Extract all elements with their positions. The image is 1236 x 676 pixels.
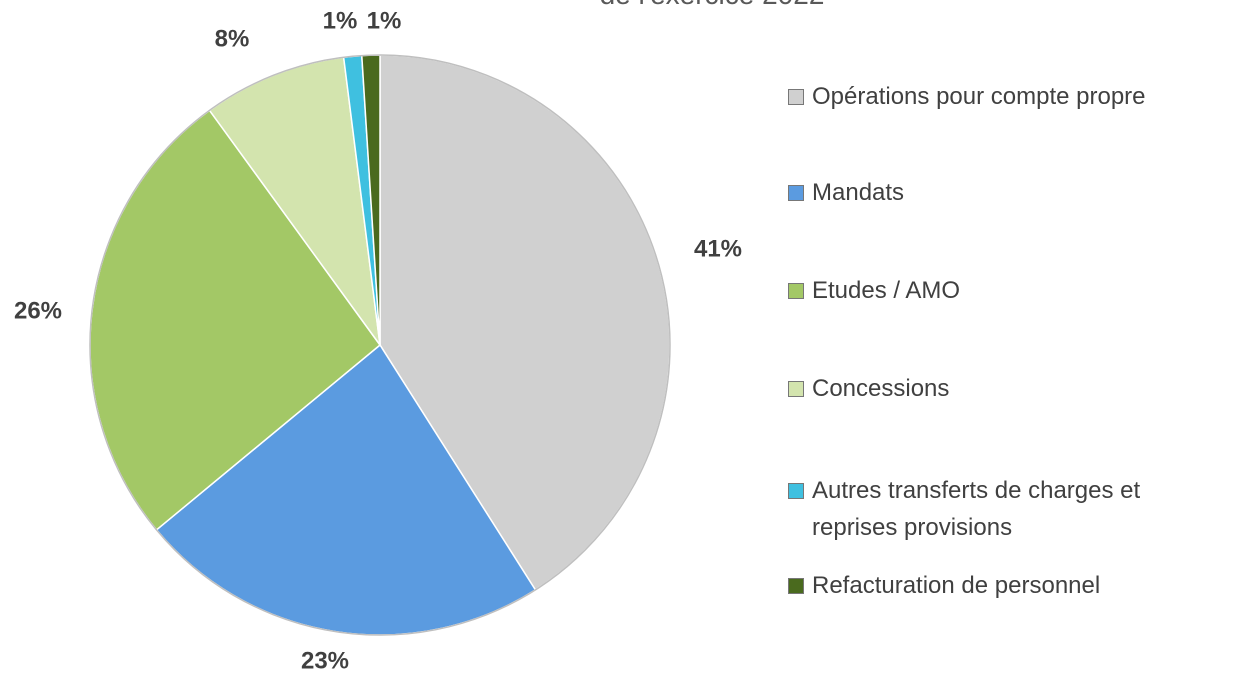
pie-rim — [89, 54, 671, 636]
legend-swatch — [788, 578, 804, 594]
legend-item: Autres transferts de charges et reprises… — [788, 472, 1228, 546]
chart-title: de l'exercice 2022 — [600, 0, 825, 10]
legend-label: Mandats — [812, 179, 905, 206]
data-label: 8% — [215, 25, 250, 52]
legend-item: Mandats — [788, 174, 1228, 211]
data-label: 1% — [323, 7, 358, 34]
data-label: 26% — [14, 297, 62, 324]
legend-item: Opérations pour compte propre — [788, 78, 1228, 115]
legend-label: Refacturation de personnel — [812, 572, 1101, 599]
data-label: 23% — [301, 647, 349, 674]
legend-item: Concessions — [788, 370, 1228, 407]
legend-swatch — [788, 283, 804, 299]
data-label: 1% — [367, 7, 402, 34]
legend-swatch — [788, 381, 804, 397]
legend-swatch — [788, 185, 804, 201]
legend-item: Etudes / AMO — [788, 272, 1228, 309]
legend-label: Concessions — [812, 375, 950, 402]
legend-item: Refacturation de personnel — [788, 567, 1228, 604]
data-label: 41% — [694, 235, 742, 262]
legend-label: Opérations pour compte propre — [812, 83, 1146, 110]
legend-label: Etudes / AMO — [812, 277, 961, 304]
legend-swatch — [788, 89, 804, 105]
legend-swatch — [788, 483, 804, 499]
legend-label: Autres transferts de charges et reprises… — [812, 477, 1141, 541]
